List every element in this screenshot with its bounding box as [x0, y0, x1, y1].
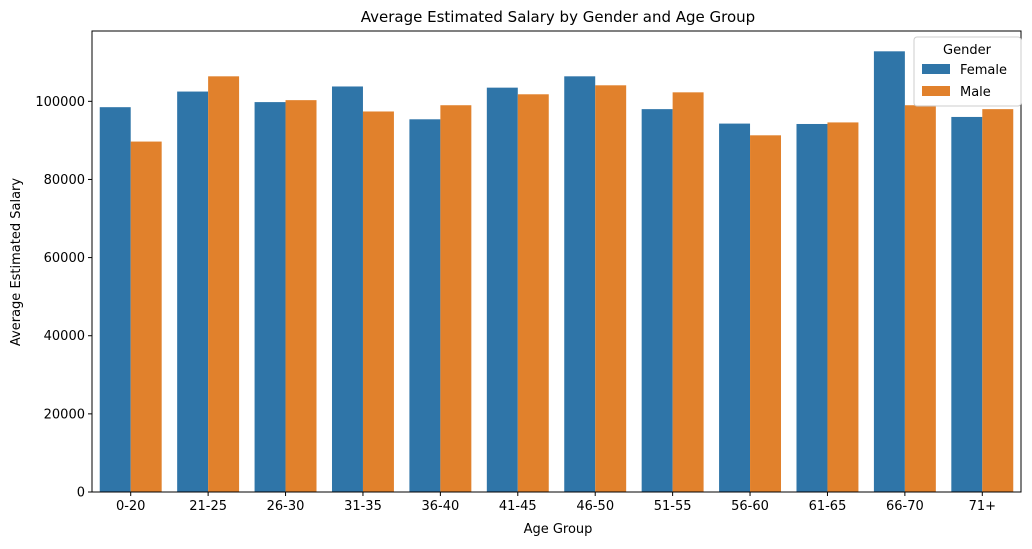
y-tick-label: 100000 [35, 95, 85, 110]
x-axis-label: Age Group [524, 522, 593, 537]
legend-swatch-female [922, 64, 950, 74]
bar-female-66-70 [873, 51, 905, 493]
bar-male-41-45 [517, 94, 549, 493]
bar-male-46-50 [595, 85, 627, 493]
x-tick-label: 41-45 [499, 499, 537, 514]
x-tick-label: 66-70 [886, 499, 924, 514]
bar-female-51-55 [641, 109, 673, 492]
x-tick-label: 36-40 [421, 499, 459, 514]
legend-label-female: Female [960, 63, 1007, 78]
bar-male-26-30 [285, 100, 317, 493]
bar-female-26-30 [254, 102, 286, 492]
x-tick-label: 46-50 [576, 499, 614, 514]
y-tick-label: 0 [77, 486, 85, 501]
chart-title: Average Estimated Salary by Gender and A… [361, 8, 755, 26]
y-axis-ticks: 0 20000 40000 60000 80000 100000 [35, 95, 92, 501]
plot-frame [91, 30, 1022, 493]
bar-female-61-65 [796, 123, 828, 492]
bar-male-56-60 [750, 135, 782, 492]
bar-female-21-25 [177, 91, 209, 492]
y-tick-label: 80000 [44, 173, 85, 188]
bar-male-0-20 [130, 141, 162, 492]
y-tick-label: 60000 [44, 251, 85, 266]
x-tick-label: 21-25 [189, 499, 227, 514]
y-tick-label: 40000 [44, 329, 85, 344]
bar-female-71+ [951, 116, 983, 492]
bar-male-51-55 [672, 92, 704, 493]
x-tick-label: 71+ [969, 499, 996, 514]
legend-label-male: Male [960, 85, 991, 100]
x-tick-label: 26-30 [267, 499, 305, 514]
legend: Gender Female Male [913, 36, 1022, 107]
x-tick-label: 51-55 [654, 499, 692, 514]
bar-male-31-35 [362, 111, 394, 492]
y-tick-label: 20000 [44, 407, 85, 422]
legend-title: Gender [943, 43, 992, 58]
bar-female-41-45 [486, 87, 518, 492]
bar-male-21-25 [208, 76, 240, 493]
bar-male-66-70 [904, 105, 936, 492]
bar-female-36-40 [409, 119, 441, 493]
legend-swatch-male [922, 86, 950, 96]
bar-female-46-50 [564, 76, 596, 493]
bars-group [99, 51, 1014, 493]
bar-female-0-20 [99, 107, 131, 493]
bar-male-36-40 [440, 105, 472, 492]
bar-male-61-65 [827, 122, 859, 493]
bar-female-31-35 [331, 86, 363, 493]
x-tick-label: 0-20 [116, 499, 146, 514]
x-tick-label: 56-60 [731, 499, 769, 514]
x-tick-label: 61-65 [809, 499, 847, 514]
bar-male-71+ [982, 109, 1014, 492]
bar-female-56-60 [719, 123, 751, 493]
x-tick-label: 31-35 [344, 499, 382, 514]
x-axis-ticks: 0-20 21-25 26-30 31-35 36-40 41-45 46-50 51-55 5… [116, 492, 996, 514]
y-axis-label: Average Estimated Salary [9, 178, 24, 346]
